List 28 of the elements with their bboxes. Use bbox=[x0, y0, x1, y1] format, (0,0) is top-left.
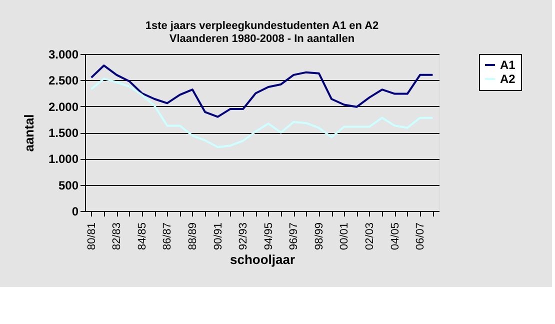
legend-label: A1 bbox=[500, 58, 516, 72]
x-tick-label: 82/83 bbox=[111, 222, 124, 250]
x-tick-label: 06/07 bbox=[414, 222, 427, 250]
y-tick-label: 2.000 bbox=[48, 100, 79, 114]
x-tick-label: 98/99 bbox=[313, 222, 326, 250]
y-axis-title: aantal bbox=[21, 114, 36, 152]
y-tick-label: 1.000 bbox=[48, 152, 79, 166]
x-tick-label: 04/05 bbox=[389, 222, 402, 250]
x-tick-label: 92/93 bbox=[238, 222, 250, 250]
x-tick-label: 88/89 bbox=[186, 222, 199, 250]
x-axis-title: schooljaar bbox=[230, 252, 296, 268]
y-tick-label: 0 bbox=[72, 204, 79, 218]
x-tick-label: 86/87 bbox=[162, 222, 174, 250]
x-tick-label: 94/95 bbox=[262, 222, 275, 250]
x-tick-label: 90/91 bbox=[212, 222, 224, 250]
line-series bbox=[90, 78, 434, 148]
x-tick-label: 84/85 bbox=[136, 222, 148, 250]
x-tick-label: 96/97 bbox=[288, 222, 300, 250]
x-tick-label: 80/81 bbox=[86, 222, 98, 250]
y-tick-label: 2.500 bbox=[48, 74, 79, 88]
y-tick-label: 3.000 bbox=[48, 48, 79, 62]
chart-title: 1ste jaars verpleegkundestudenten A1 en A2 Vlaanderen 1980-2008 - In aantallen bbox=[145, 20, 379, 45]
legend-label: A2 bbox=[500, 72, 516, 86]
line-series bbox=[90, 64, 434, 118]
x-tick-label: 00/01 bbox=[338, 222, 351, 250]
y-tick-label: 1.500 bbox=[48, 126, 79, 140]
y-tick-label: 500 bbox=[58, 178, 79, 192]
x-tick-label: 02/03 bbox=[364, 222, 376, 250]
